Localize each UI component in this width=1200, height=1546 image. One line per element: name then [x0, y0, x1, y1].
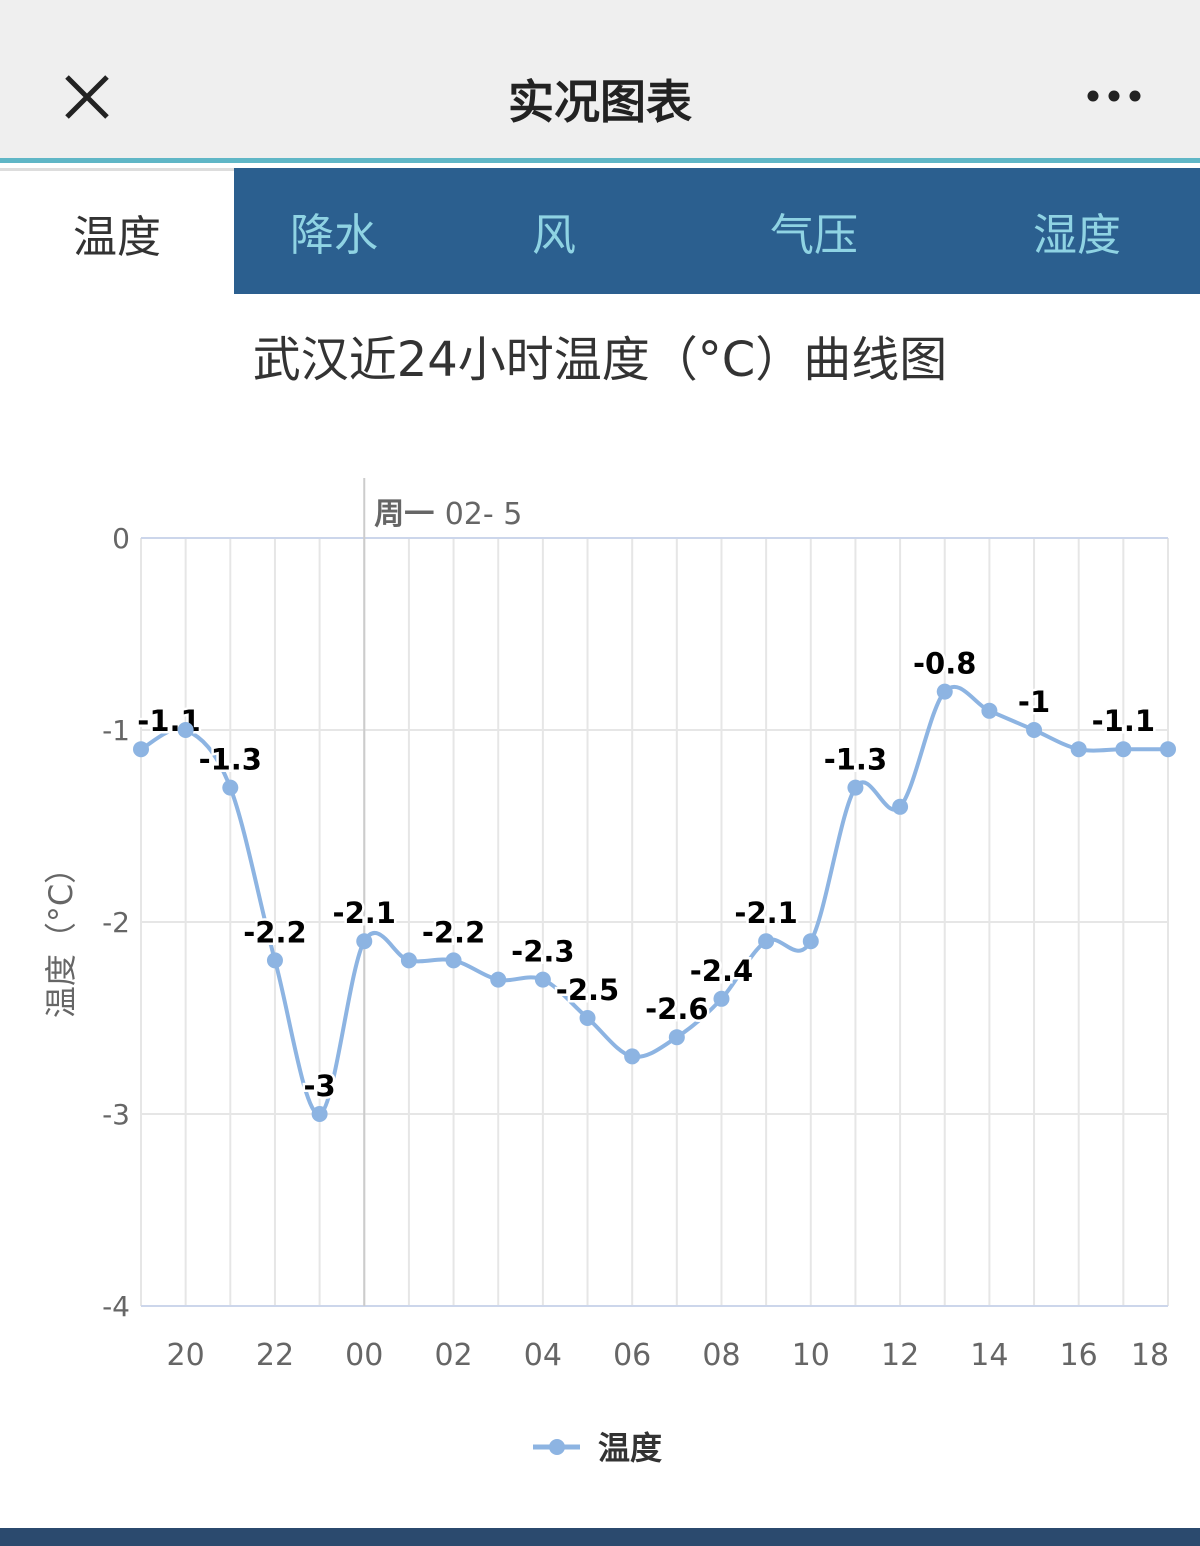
y-tick-label: -3 — [102, 1098, 130, 1131]
data-point — [1160, 741, 1176, 758]
data-label: -2.5 — [556, 973, 619, 1007]
data-label: -1 — [1018, 685, 1050, 719]
y-axis-label: 温度（°C） — [42, 852, 80, 1018]
data-point — [490, 971, 507, 988]
data-point — [177, 722, 194, 738]
x-tick-label: 22 — [256, 1338, 294, 1373]
x-tick-label: 18 — [1131, 1338, 1169, 1373]
x-tick-label: 06 — [613, 1338, 651, 1373]
x-tick-label: 14 — [970, 1338, 1008, 1373]
tab-wind[interactable]: 风 — [532, 210, 576, 261]
data-label: -2.3 — [511, 935, 574, 969]
y-tick-label: -4 — [102, 1290, 130, 1323]
temperature-series-line — [140, 684, 1168, 1116]
tab-bar: 温度 降水 风 气压 湿度 — [0, 168, 1200, 294]
data-point — [1070, 741, 1087, 758]
y-tick-label: -2 — [102, 906, 130, 939]
data-label: -3 — [303, 1069, 335, 1103]
data-point — [311, 1106, 328, 1122]
data-label: -2.1 — [734, 896, 797, 930]
close-icon[interactable] — [62, 72, 112, 122]
data-point — [356, 933, 373, 950]
data-label: -2.4 — [690, 954, 753, 988]
data-point — [1115, 741, 1132, 758]
data-label: -1.1 — [1092, 704, 1155, 738]
data-label: -2.2 — [422, 915, 485, 949]
data-label: -2.6 — [645, 992, 708, 1026]
data-point — [445, 952, 462, 969]
data-point — [668, 1029, 685, 1046]
y-tick-label: -1 — [102, 714, 130, 747]
x-tick-label: 20 — [167, 1338, 205, 1373]
x-tick-label: 04 — [524, 1338, 562, 1373]
data-point — [758, 933, 775, 950]
data-label: -1.3 — [824, 743, 887, 777]
data-point — [847, 779, 864, 796]
data-point — [624, 1048, 641, 1065]
x-tick-label: 16 — [1060, 1338, 1098, 1373]
data-point — [222, 779, 239, 796]
x-tick-label: 12 — [881, 1338, 919, 1373]
tab-temperature[interactable]: 温度 — [0, 168, 234, 294]
legend-marker — [549, 1439, 565, 1455]
data-point — [1026, 722, 1043, 738]
x-tick-label: 00 — [345, 1338, 383, 1373]
data-point — [133, 741, 149, 758]
data-point — [892, 798, 909, 815]
chart-title: 武汉近24小时温度（°C）曲线图 — [252, 332, 948, 388]
data-point — [981, 702, 998, 719]
top-bar: 实况图表 — [0, 0, 1200, 163]
tab-pressure[interactable]: 气压 — [770, 210, 858, 261]
page-title: 实况图表 — [508, 75, 692, 129]
data-point — [400, 952, 417, 969]
tab-precipitation[interactable]: 降水 — [290, 210, 378, 261]
data-point — [266, 952, 283, 969]
data-point — [713, 990, 730, 1007]
data-point — [534, 971, 551, 988]
bottom-bar — [0, 1528, 1200, 1546]
data-point — [802, 933, 819, 950]
data-label: -2.1 — [333, 896, 396, 930]
x-tick-label: 10 — [792, 1338, 830, 1373]
data-label: -2.2 — [243, 915, 306, 949]
data-point — [936, 683, 953, 700]
legend-label: 温度 — [598, 1429, 662, 1467]
x-tick-label: 08 — [702, 1338, 740, 1373]
x-tick-label: 02 — [434, 1338, 472, 1373]
data-point — [579, 1010, 596, 1026]
tab-humidity[interactable]: 湿度 — [1033, 210, 1121, 261]
y-tick-label: 0 — [112, 522, 130, 555]
data-label: -1.3 — [199, 743, 262, 777]
more-icon[interactable] — [1085, 88, 1145, 104]
day-marker-label: 周一 02- 5 — [374, 497, 522, 532]
data-label: -0.8 — [913, 647, 976, 681]
temperature-chart: 0 -1 -2 -3 -4 周一 02- 5 20 22 00 02 04 06 08 10 12 14 16 1… — [42, 478, 1176, 1467]
